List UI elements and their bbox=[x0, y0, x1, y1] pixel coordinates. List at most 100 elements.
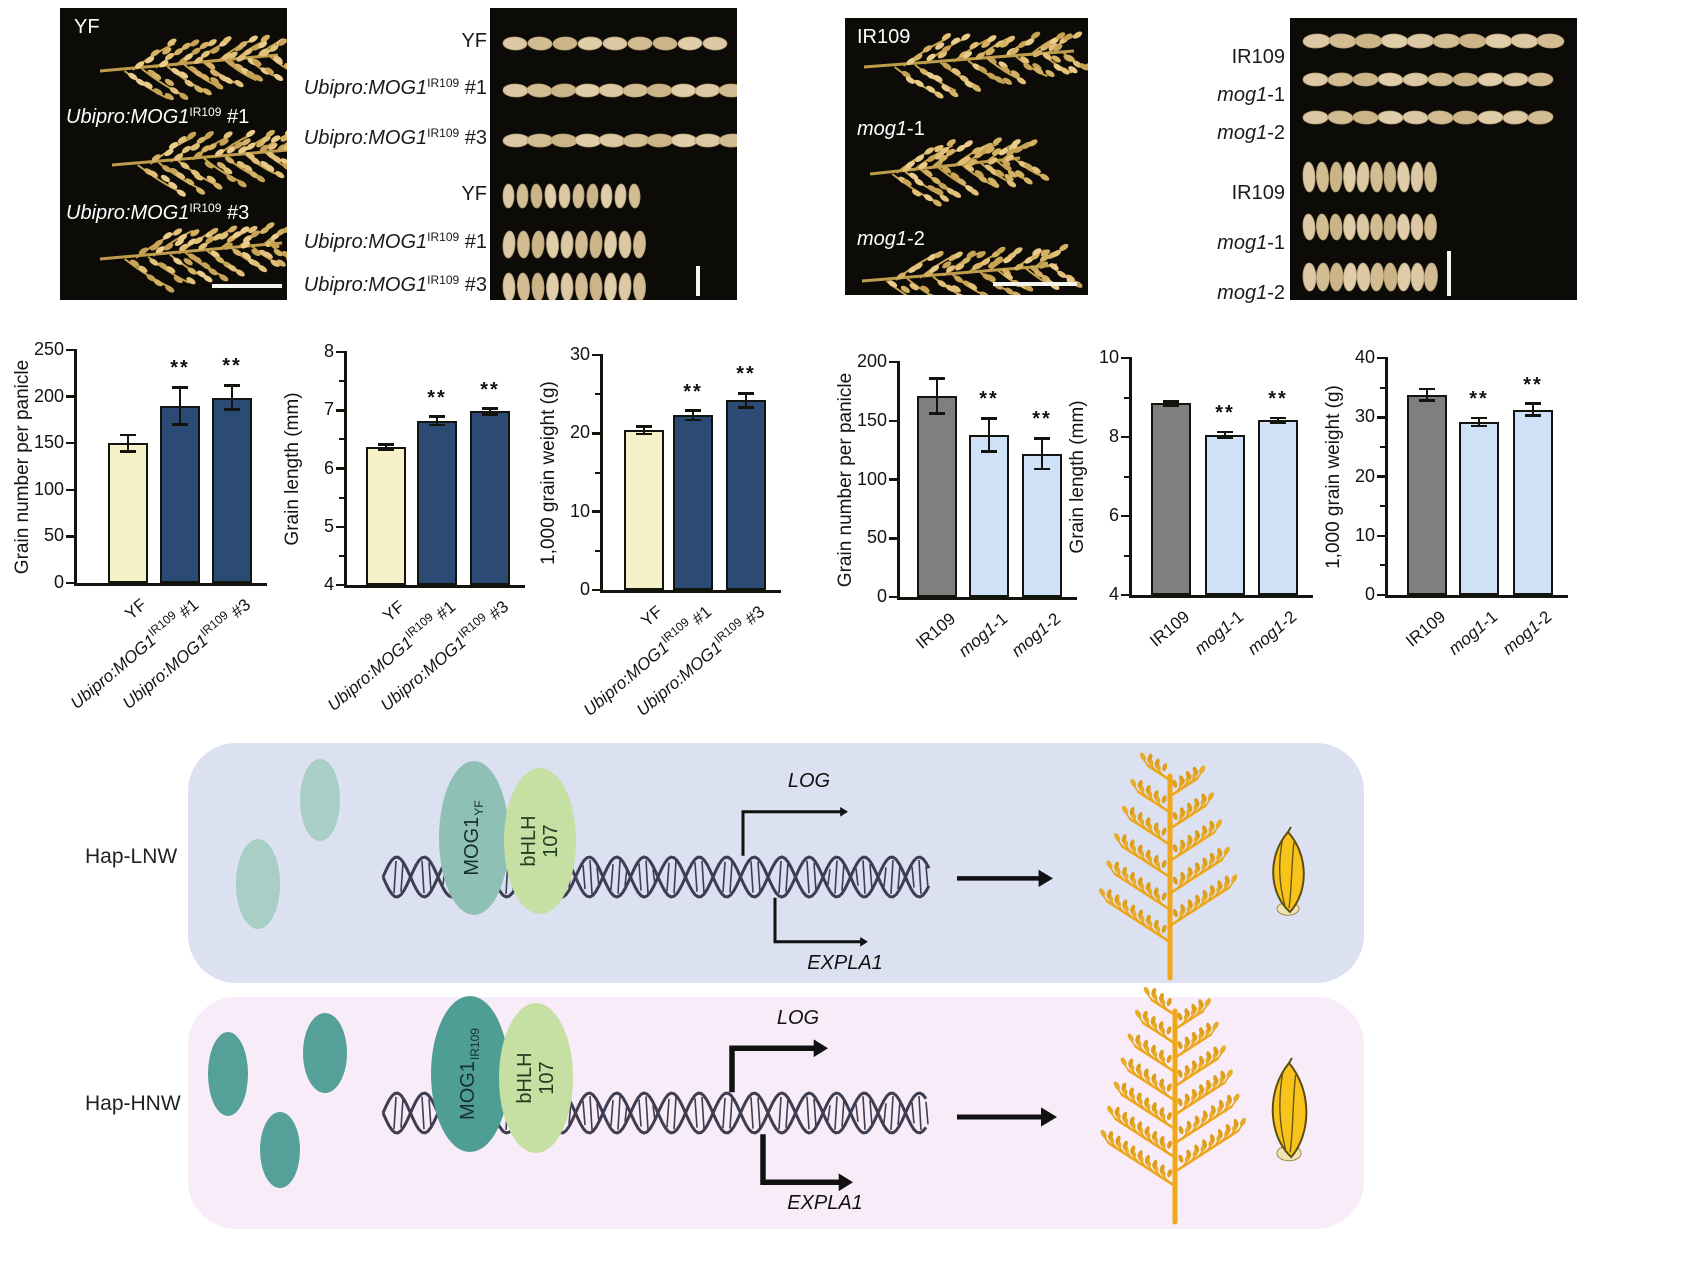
bhlh107-protein-label: bHLH 107 bbox=[518, 815, 562, 867]
error-bar-line bbox=[126, 434, 130, 452]
y-tick bbox=[336, 467, 344, 470]
y-minor-tick bbox=[1380, 564, 1385, 567]
error-bar-cap bbox=[738, 392, 754, 395]
y-tick-label: 40 bbox=[1354, 347, 1375, 367]
y-tick-label: 10 bbox=[1098, 347, 1119, 367]
y-tick-label: 0 bbox=[53, 572, 64, 592]
panicle-icon bbox=[1099, 752, 1238, 981]
y-axis bbox=[74, 349, 77, 584]
y-minor-tick bbox=[1380, 445, 1385, 448]
error-bar-line bbox=[384, 444, 388, 450]
y-tick bbox=[1377, 534, 1385, 537]
error-bar-line bbox=[1276, 418, 1280, 423]
error-bar-cap bbox=[685, 418, 701, 422]
panel-label: IR109 bbox=[1231, 46, 1285, 68]
y-tick-label: 0 bbox=[579, 579, 590, 599]
error-bar-cap bbox=[1163, 400, 1179, 403]
y-tick bbox=[336, 583, 344, 587]
grain-row-photo bbox=[1302, 161, 1437, 193]
panicle-photo bbox=[111, 128, 287, 197]
y-tick-label: 8 bbox=[323, 341, 334, 361]
y-axis bbox=[897, 361, 900, 598]
error-bar-line bbox=[435, 416, 439, 425]
y-tick-label: 4 bbox=[323, 574, 334, 594]
y-minor-tick bbox=[1124, 396, 1129, 399]
gene-label-log-lnw: LOG bbox=[787, 770, 831, 792]
error-bar-cap bbox=[482, 413, 498, 416]
x-axis bbox=[1385, 595, 1568, 598]
panel-label: YF bbox=[74, 16, 100, 38]
gene-arrow bbox=[741, 807, 848, 856]
panel-label: mog1-1 bbox=[1217, 232, 1285, 254]
significance-label: ** bbox=[480, 378, 500, 401]
grain-row-photo bbox=[1302, 110, 1554, 124]
y-tick bbox=[66, 441, 74, 445]
significance-label: ** bbox=[736, 363, 756, 386]
hap-hnw-label: Hap-HNW bbox=[85, 1092, 181, 1115]
error-bar-cap bbox=[482, 407, 498, 410]
y-tick bbox=[889, 360, 897, 364]
error-bar-line bbox=[987, 418, 991, 452]
error-bar-line bbox=[230, 385, 234, 410]
y-tick bbox=[1377, 475, 1385, 478]
y-tick bbox=[336, 350, 344, 354]
y-tick-label: 100 bbox=[33, 478, 64, 499]
panel-label: Ubipro:MOG1IR109 #3 bbox=[66, 201, 250, 224]
panel-label: Ubipro:MOG1IR109 #3 bbox=[303, 273, 487, 296]
result-arrow bbox=[957, 869, 1053, 887]
significance-label: ** bbox=[427, 386, 447, 409]
error-bar-line bbox=[1169, 401, 1173, 406]
y-tick-label: 0 bbox=[1364, 584, 1375, 604]
bhlh107-protein-label: bHLH 107 bbox=[514, 1052, 558, 1104]
panel-label: IR109 bbox=[1231, 182, 1285, 204]
bar bbox=[1151, 403, 1191, 595]
y-tick bbox=[889, 537, 897, 540]
bhlh107-protein-ellipse bbox=[504, 768, 576, 914]
panicle-photo bbox=[863, 31, 1088, 99]
grain-icon bbox=[1272, 826, 1305, 916]
error-bar-line bbox=[744, 393, 748, 408]
gene-label-expla1-hnw: EXPLA1 bbox=[787, 1192, 863, 1214]
y-minor-tick bbox=[1124, 554, 1129, 557]
y-tick bbox=[592, 510, 600, 513]
scale-bar bbox=[1447, 251, 1451, 296]
bar bbox=[1459, 421, 1499, 595]
y-minor-tick bbox=[595, 393, 600, 396]
error-bar-cap bbox=[1419, 387, 1435, 391]
hap-lnw-label: Hap-LNW bbox=[85, 845, 178, 868]
error-bar-cap bbox=[1034, 467, 1050, 471]
mog1-protein-label: MOG1YF bbox=[461, 800, 486, 876]
error-bar-line bbox=[1531, 403, 1535, 416]
y-minor-tick bbox=[1380, 386, 1385, 389]
significance-label: ** bbox=[683, 380, 703, 403]
x-axis bbox=[1129, 595, 1313, 598]
y-tick-label: 50 bbox=[866, 527, 887, 548]
y-tick-label: 30 bbox=[1354, 406, 1375, 427]
scale-bar bbox=[993, 282, 1077, 286]
y-minor-tick bbox=[1380, 505, 1385, 508]
y-tick bbox=[336, 525, 344, 528]
gene-arrow bbox=[760, 1133, 853, 1191]
bar bbox=[470, 411, 510, 585]
free-protein-ellipse bbox=[300, 759, 340, 841]
gene-label-expla1-lnw: EXPLA1 bbox=[807, 952, 883, 974]
photo-panel-panel_d bbox=[1290, 18, 1577, 300]
error-bar-cap bbox=[378, 448, 394, 451]
panel-label: mog1-1 bbox=[857, 118, 925, 140]
y-minor-tick bbox=[595, 549, 600, 552]
error-bar-cap bbox=[429, 415, 445, 418]
y-tick-label: 30 bbox=[569, 344, 590, 364]
error-bar-cap bbox=[929, 412, 945, 415]
panicle-photo bbox=[869, 137, 1050, 207]
error-bar-line bbox=[1425, 388, 1429, 401]
y-minor-tick bbox=[595, 471, 600, 474]
significance-label: ** bbox=[1032, 408, 1052, 431]
y-tick bbox=[889, 595, 897, 599]
error-bar-cap bbox=[120, 433, 136, 437]
error-bar-cap bbox=[929, 377, 945, 380]
panel-label: mog1-2 bbox=[857, 228, 925, 250]
error-bar-cap bbox=[1471, 416, 1487, 420]
bar bbox=[1205, 435, 1245, 595]
grain-icon bbox=[1271, 1057, 1308, 1162]
